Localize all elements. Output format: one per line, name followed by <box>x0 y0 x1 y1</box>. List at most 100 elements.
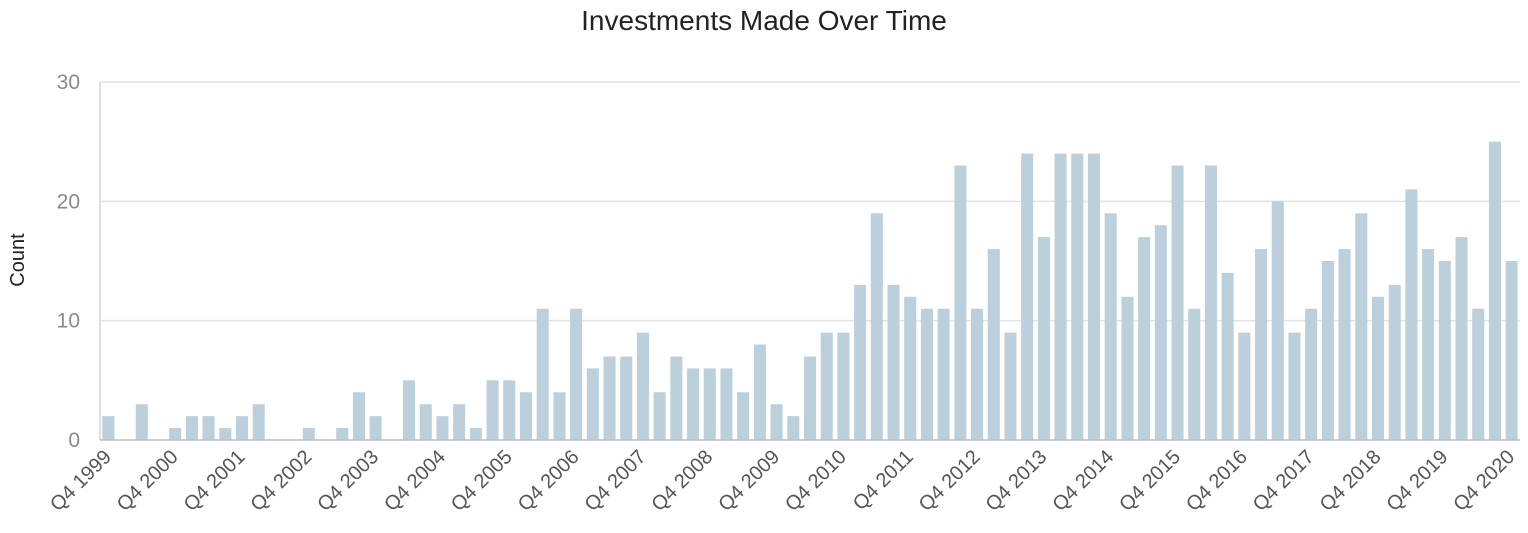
bar-q1-2009[interactable] <box>720 368 733 440</box>
bar-q1-2019[interactable] <box>1388 284 1401 440</box>
bar-q1-2017[interactable] <box>1255 249 1268 440</box>
bar-q2-2017[interactable] <box>1271 201 1284 440</box>
bar-q3-2019[interactable] <box>1422 249 1435 440</box>
x-tick-label: Q4 2013 <box>982 446 1052 516</box>
bar-q2-2001[interactable] <box>202 416 215 440</box>
bar-q3-2018[interactable] <box>1355 213 1368 440</box>
bar-q3-2012[interactable] <box>954 165 967 440</box>
bar-q4-2003[interactable] <box>369 416 382 440</box>
bar-q2-2011[interactable] <box>870 213 883 440</box>
bar-q4-2001[interactable] <box>235 416 249 440</box>
x-tick-label: Q4 1999 <box>46 446 116 516</box>
bar-q4-2014[interactable] <box>1104 213 1117 440</box>
bar-q1-2007[interactable] <box>586 368 599 440</box>
x-tick-label: Q4 2014 <box>1048 446 1118 516</box>
bar-q2-2020[interactable] <box>1472 308 1485 440</box>
bar-q4-2016[interactable] <box>1238 332 1251 440</box>
bar-q3-2014[interactable] <box>1087 153 1101 440</box>
chart-title: Investments Made Over Time <box>581 5 947 36</box>
bar-q2-2018[interactable] <box>1338 249 1351 440</box>
x-tick-label: Q4 2012 <box>915 446 985 516</box>
bar-q3-2003[interactable] <box>352 392 365 440</box>
x-tick-label: Q4 2004 <box>380 446 450 516</box>
bar-q3-2017[interactable] <box>1288 332 1301 440</box>
bar-q3-2009[interactable] <box>753 344 766 440</box>
x-tick-label: Q4 2016 <box>1182 446 1252 516</box>
bar-q1-2010[interactable] <box>787 416 800 440</box>
y-tick-label: 0 <box>68 429 80 452</box>
bar-q4-2000[interactable] <box>169 428 182 440</box>
bar-q3-2007[interactable] <box>620 356 633 440</box>
bar-q4-2012[interactable] <box>971 308 984 440</box>
bar-q4-2004[interactable] <box>436 416 449 440</box>
bar-q2-2016[interactable] <box>1204 165 1217 440</box>
bar-q4-2007[interactable] <box>636 332 649 440</box>
bar-q2-2008[interactable] <box>670 356 683 440</box>
bar-q2-2007[interactable] <box>603 356 616 440</box>
bar-q3-2011[interactable] <box>887 284 900 440</box>
bar-q3-2006[interactable] <box>553 392 566 440</box>
x-tick-label: Q4 2008 <box>647 446 717 516</box>
bar-q3-2020[interactable] <box>1488 141 1501 441</box>
bar-q1-2016[interactable] <box>1188 308 1201 440</box>
bar-q4-2020[interactable] <box>1505 261 1518 440</box>
bar-q2-2004[interactable] <box>403 380 416 440</box>
bar-q4-2010[interactable] <box>837 332 850 440</box>
bar-q3-2004[interactable] <box>419 404 432 440</box>
bar-q1-2005[interactable] <box>453 404 466 440</box>
bar-q4-2006[interactable] <box>570 308 583 440</box>
bar-q1-2002[interactable] <box>252 404 265 440</box>
x-tick-label: Q4 2006 <box>514 446 584 516</box>
bar-q1-2014[interactable] <box>1054 153 1067 440</box>
x-tick-label: Q4 2011 <box>849 446 918 515</box>
bar-q1-2013[interactable] <box>987 249 1000 440</box>
bar-q1-2015[interactable] <box>1121 296 1134 440</box>
bar-q2-2013[interactable] <box>1004 332 1017 440</box>
bar-q2-2003[interactable] <box>336 428 349 440</box>
bar-q2-2012[interactable] <box>937 308 950 440</box>
bar-q1-2001[interactable] <box>185 416 198 440</box>
bar-q4-1999[interactable] <box>102 416 115 440</box>
bar-q2-2010[interactable] <box>803 356 817 440</box>
bar-q1-2006[interactable] <box>519 392 533 440</box>
bar-q2-2000[interactable] <box>135 404 148 440</box>
bar-q1-2018[interactable] <box>1321 261 1334 440</box>
y-tick-label: 20 <box>57 190 80 213</box>
bar-q3-2013[interactable] <box>1021 153 1034 440</box>
bar-q4-2009[interactable] <box>770 404 783 440</box>
bar-q3-2005[interactable] <box>486 380 499 440</box>
y-axis-label: Count <box>7 233 29 287</box>
bar-q2-2014[interactable] <box>1071 153 1084 440</box>
bar-q3-2001[interactable] <box>219 428 232 440</box>
bar-q1-2020[interactable] <box>1455 237 1468 440</box>
bar-q1-2011[interactable] <box>854 284 867 440</box>
bar-q3-2016[interactable] <box>1221 272 1234 440</box>
bar-q4-2008[interactable] <box>703 368 716 440</box>
bar-q4-2015[interactable] <box>1171 165 1184 440</box>
bar-q2-2005[interactable] <box>469 428 482 440</box>
bar-q1-2012[interactable] <box>920 308 933 440</box>
y-tick-labels: 0 10 20 30 <box>57 71 80 452</box>
bar-q1-2008[interactable] <box>653 392 666 440</box>
bar-q3-2015[interactable] <box>1154 225 1167 440</box>
bar-q2-2015[interactable] <box>1138 237 1151 440</box>
bar-q4-2017[interactable] <box>1305 308 1318 440</box>
x-tick-label: Q4 2001 <box>180 446 250 516</box>
bar-q3-2008[interactable] <box>687 368 700 440</box>
bar-q4-2013[interactable] <box>1037 237 1050 440</box>
bar-q4-2011[interactable] <box>904 296 917 440</box>
bar-q2-2019[interactable] <box>1405 189 1418 440</box>
y-tick-label: 10 <box>57 310 80 333</box>
bar-q3-2010[interactable] <box>820 332 833 440</box>
bar-q4-2019[interactable] <box>1438 261 1451 440</box>
bar-q4-2018[interactable] <box>1371 296 1385 440</box>
bar-q2-2006[interactable] <box>536 308 549 440</box>
bar-q4-2005[interactable] <box>503 380 516 440</box>
gridlines <box>100 81 1520 322</box>
bar-q4-2002[interactable] <box>302 428 315 440</box>
x-tick-label: Q4 2020 <box>1449 446 1519 516</box>
bar-q2-2009[interactable] <box>737 392 750 440</box>
